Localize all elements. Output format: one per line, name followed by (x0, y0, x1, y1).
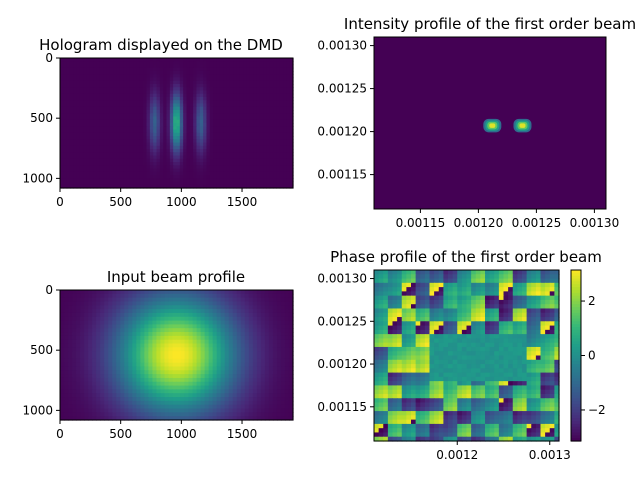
intensity-x-tick-label: 0.00130 (570, 216, 620, 230)
phase-y-tick-label: 0.00125 (317, 314, 367, 328)
phase-title: Phase profile of the first order beam (330, 248, 602, 266)
intensity-spot-0 (489, 123, 496, 128)
hologram-image (60, 58, 294, 189)
hologram-title: Hologram displayed on the DMD (39, 36, 283, 54)
input-beam-y-tick-label: 1000 (22, 403, 53, 417)
phase-y-tick-label: 0.00130 (317, 272, 367, 286)
phase-image (374, 270, 560, 442)
input-beam-x-tick-label: 0 (56, 427, 64, 441)
colorbar-tick-label: 0 (588, 349, 596, 363)
intensity-y-tick-label: 0.00120 (317, 125, 367, 139)
hologram-y-tick-label: 0 (45, 51, 53, 65)
hologram-x-tick-label: 1000 (166, 195, 197, 209)
hologram-x-tick-label: 0 (56, 195, 64, 209)
phase-x-tick-label: 0.0013 (529, 448, 571, 462)
input-beam-x-tick-label: 1500 (227, 427, 258, 441)
intensity-y-tick-label: 0.00125 (317, 82, 367, 96)
intensity-x-tick-label: 0.00115 (396, 216, 446, 230)
hologram-y-tick-label: 500 (30, 111, 53, 125)
phase-colorbar (571, 270, 581, 442)
input-beam-x-tick-label: 500 (109, 427, 132, 441)
hologram-x-tick-label: 500 (109, 195, 132, 209)
input-beam-title: Input beam profile (107, 268, 245, 286)
hologram-x-tick-label: 1500 (227, 195, 258, 209)
phase-y-tick-label: 0.00115 (317, 400, 367, 414)
colorbar-tick-label: −2 (588, 403, 606, 417)
phase-x-tick-label: 0.0012 (436, 448, 478, 462)
input-beam-image (60, 290, 294, 421)
intensity-y-tick-label: 0.00115 (317, 168, 367, 182)
intensity-image (374, 37, 606, 209)
intensity-spot-1 (519, 123, 526, 128)
input-beam-x-tick-label: 1000 (166, 427, 197, 441)
intensity-title: Intensity profile of the first order bea… (344, 15, 636, 33)
phase-y-tick-label: 0.00120 (317, 357, 367, 371)
intensity-y-tick-label: 0.00130 (317, 39, 367, 53)
input-beam-y-tick-label: 0 (45, 283, 53, 297)
colorbar-tick-label: 2 (588, 294, 596, 308)
intensity-x-tick-label: 0.00125 (512, 216, 562, 230)
intensity-x-tick-label: 0.00120 (454, 216, 504, 230)
hologram-y-tick-label: 1000 (22, 171, 53, 185)
input-beam-y-tick-label: 500 (30, 343, 53, 357)
